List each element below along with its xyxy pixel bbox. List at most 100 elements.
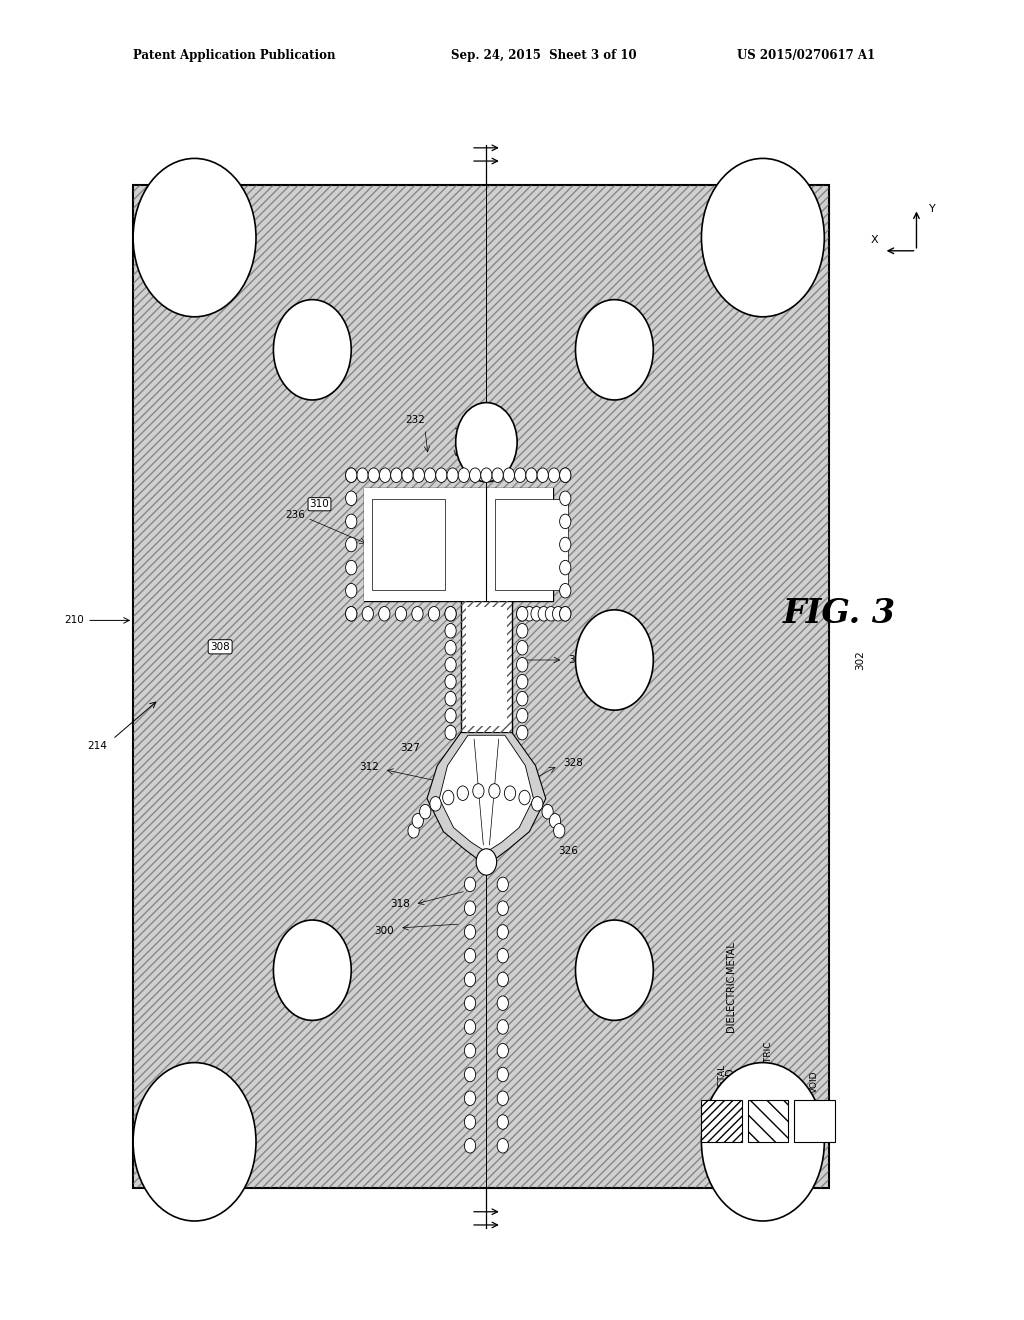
Circle shape — [424, 467, 436, 482]
Circle shape — [526, 467, 537, 482]
Circle shape — [408, 824, 419, 838]
Circle shape — [379, 607, 390, 620]
Text: 214: 214 — [88, 741, 108, 751]
Text: DIELECTRIC: DIELECTRIC — [726, 975, 736, 1032]
Circle shape — [456, 403, 517, 482]
Circle shape — [133, 1063, 256, 1221]
Text: 314: 314 — [568, 655, 588, 665]
Circle shape — [444, 607, 456, 620]
Bar — [133, 185, 829, 1188]
Bar — [461, 601, 512, 733]
Circle shape — [498, 995, 508, 1011]
Circle shape — [464, 1114, 475, 1129]
Circle shape — [464, 1138, 475, 1154]
Circle shape — [469, 467, 481, 482]
Circle shape — [498, 1138, 508, 1154]
Circle shape — [464, 948, 475, 964]
Polygon shape — [427, 733, 546, 862]
Circle shape — [345, 607, 356, 620]
Circle shape — [457, 785, 468, 800]
Circle shape — [546, 607, 557, 620]
Bar — [701, 1100, 742, 1142]
Circle shape — [368, 467, 379, 482]
Circle shape — [273, 920, 351, 1020]
Circle shape — [498, 876, 508, 892]
Circle shape — [464, 1067, 475, 1082]
Circle shape — [498, 1043, 508, 1059]
Circle shape — [444, 675, 456, 689]
Circle shape — [560, 583, 571, 598]
Circle shape — [516, 640, 527, 655]
Circle shape — [549, 467, 559, 482]
Circle shape — [498, 1019, 508, 1035]
Bar — [495, 499, 567, 590]
Circle shape — [560, 491, 571, 506]
Circle shape — [345, 467, 356, 482]
Circle shape — [539, 607, 549, 620]
Text: 236: 236 — [286, 511, 305, 520]
Bar — [364, 488, 459, 601]
Circle shape — [442, 791, 454, 805]
Circle shape — [444, 726, 456, 739]
Circle shape — [516, 657, 527, 672]
Circle shape — [464, 924, 475, 940]
Text: Sep. 24, 2015  Sheet 3 of 10: Sep. 24, 2015 Sheet 3 of 10 — [451, 49, 636, 62]
Text: METAL: METAL — [726, 941, 736, 973]
Text: 328: 328 — [563, 758, 583, 768]
Text: Y: Y — [929, 203, 936, 214]
Circle shape — [515, 467, 526, 482]
Text: METAL: METAL — [718, 1064, 726, 1093]
Bar — [459, 488, 553, 601]
Circle shape — [492, 467, 504, 482]
Circle shape — [516, 675, 527, 689]
Circle shape — [444, 657, 456, 672]
Circle shape — [560, 607, 571, 620]
Circle shape — [473, 784, 484, 799]
Circle shape — [516, 709, 527, 723]
Text: 310: 310 — [309, 499, 330, 510]
Bar — [794, 1100, 835, 1142]
Circle shape — [390, 467, 401, 482]
Text: 220: 220 — [535, 540, 551, 549]
Text: 232: 232 — [404, 414, 425, 425]
Circle shape — [498, 902, 508, 916]
Circle shape — [345, 537, 356, 552]
Circle shape — [444, 709, 456, 723]
Circle shape — [273, 300, 351, 400]
Circle shape — [345, 491, 356, 506]
Circle shape — [444, 692, 456, 706]
Circle shape — [498, 1090, 508, 1106]
Bar — [372, 499, 444, 590]
Text: 210: 210 — [65, 615, 84, 626]
Text: X: X — [871, 235, 879, 246]
Circle shape — [356, 467, 369, 482]
Circle shape — [362, 607, 374, 620]
Circle shape — [575, 920, 653, 1020]
Circle shape — [498, 1114, 508, 1129]
Text: 234: 234 — [461, 540, 476, 549]
Circle shape — [560, 537, 571, 552]
Circle shape — [560, 467, 571, 482]
Circle shape — [464, 972, 475, 987]
Circle shape — [531, 796, 543, 810]
Circle shape — [464, 1090, 475, 1106]
Bar — [461, 601, 512, 733]
Circle shape — [498, 948, 508, 964]
Circle shape — [345, 513, 356, 528]
Bar — [466, 607, 507, 726]
Text: 326: 326 — [558, 846, 578, 857]
Circle shape — [379, 467, 391, 482]
Circle shape — [550, 813, 561, 828]
Circle shape — [464, 1043, 475, 1059]
Circle shape — [481, 467, 492, 482]
Text: VOID: VOID — [810, 1071, 818, 1093]
Text: 304: 304 — [189, 213, 210, 223]
Circle shape — [412, 813, 423, 828]
Circle shape — [701, 158, 824, 317]
Circle shape — [701, 1063, 824, 1221]
Circle shape — [575, 300, 653, 400]
Circle shape — [516, 623, 527, 638]
Circle shape — [554, 824, 565, 838]
Circle shape — [516, 726, 527, 739]
Circle shape — [412, 607, 423, 620]
